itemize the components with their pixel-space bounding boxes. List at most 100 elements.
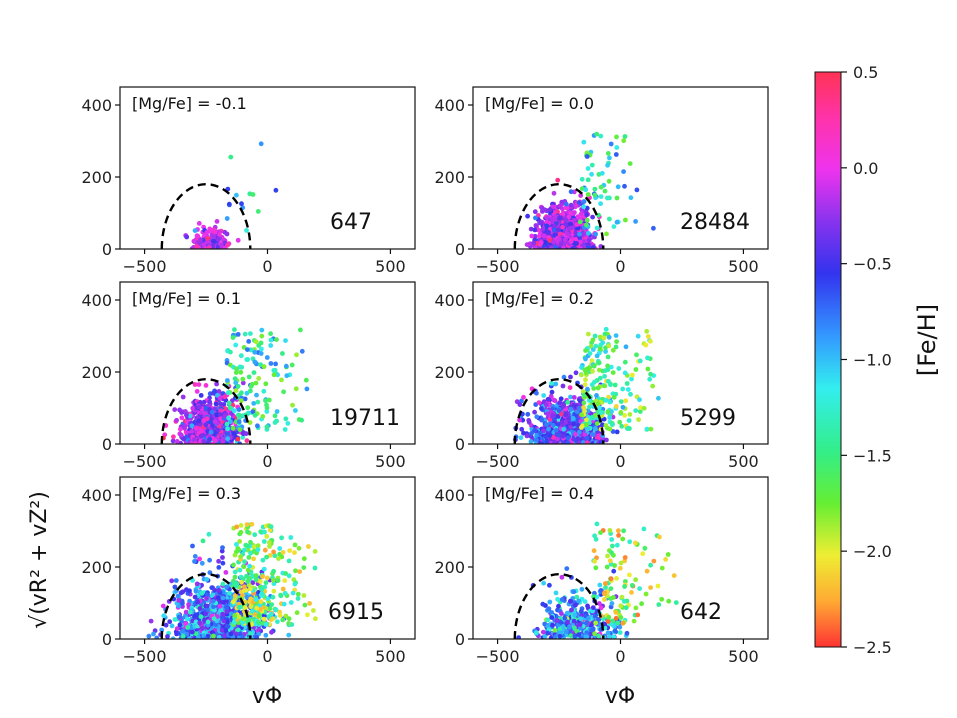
data-point (192, 559, 197, 564)
data-point (594, 131, 600, 137)
data-point (637, 358, 643, 364)
data-point (151, 631, 156, 637)
data-point (194, 389, 200, 394)
data-point (218, 408, 224, 414)
data-point (177, 407, 183, 413)
data-point (592, 333, 598, 339)
data-point (573, 370, 579, 376)
data-point (586, 237, 592, 243)
data-point (594, 225, 600, 231)
data-point (278, 593, 284, 599)
data-point (306, 544, 311, 549)
data-point (597, 334, 603, 340)
data-point (271, 588, 277, 594)
panel-label: [Mg/Fe] = 0.2 (485, 289, 594, 308)
data-point (225, 390, 231, 396)
data-point (220, 595, 226, 601)
data-point (524, 433, 530, 439)
data-point (253, 380, 259, 386)
data-point (251, 370, 257, 375)
data-point (548, 393, 554, 399)
data-point (529, 430, 534, 436)
data-point (585, 166, 591, 171)
data-point (268, 361, 274, 366)
data-point (280, 617, 286, 623)
data-point (236, 419, 242, 425)
data-point (261, 388, 267, 394)
data-point (555, 436, 560, 442)
data-point (614, 339, 619, 344)
data-point (239, 579, 244, 585)
data-point (216, 634, 222, 639)
data-point (579, 425, 584, 430)
data-point (295, 596, 301, 601)
data-point (571, 421, 576, 427)
data-point (551, 190, 557, 196)
data-point (556, 432, 562, 438)
data-point (183, 621, 189, 627)
data-point (189, 429, 195, 434)
data-point (172, 584, 178, 590)
data-point (189, 423, 195, 429)
data-point (603, 585, 608, 590)
data-point (210, 423, 215, 428)
data-point (634, 352, 639, 358)
data-point (531, 240, 537, 246)
y-tick-label: 0 (455, 435, 465, 454)
data-point (248, 331, 253, 336)
data-point (637, 397, 642, 403)
data-point (544, 215, 550, 221)
data-point (651, 225, 656, 231)
data-point (244, 438, 250, 444)
y-tick-label: 400 (81, 486, 112, 505)
data-point (238, 523, 244, 528)
data-point (169, 623, 175, 629)
data-point (170, 438, 176, 444)
data-point (192, 594, 198, 600)
data-point (606, 178, 612, 184)
data-point (584, 435, 590, 441)
data-point (583, 377, 588, 383)
data-point (645, 355, 650, 361)
data-point (222, 394, 228, 400)
data-point (586, 404, 592, 410)
data-point (224, 441, 230, 444)
data-point (192, 554, 198, 559)
data-point (272, 420, 278, 425)
data-point (232, 613, 238, 618)
data-point (556, 408, 562, 413)
y-tick-label: 200 (434, 168, 465, 187)
data-point (544, 439, 550, 444)
data-point (623, 398, 629, 404)
data-point (235, 332, 241, 337)
data-point (209, 585, 215, 591)
data-point (176, 598, 182, 603)
data-point (301, 593, 307, 598)
dashed-boundary (160, 183, 252, 249)
data-point (178, 426, 183, 432)
data-point (285, 421, 291, 426)
data-point (288, 600, 294, 605)
data-point (219, 242, 224, 248)
data-point (197, 606, 203, 611)
data-point (605, 195, 610, 201)
data-point (243, 431, 249, 436)
data-point (549, 389, 555, 395)
data-point (216, 558, 222, 564)
data-point (239, 201, 244, 207)
data-point (576, 429, 582, 435)
data-point (621, 138, 627, 144)
data-point (268, 611, 274, 617)
data-point (171, 434, 176, 440)
panel-label: [Mg/Fe] = -0.1 (132, 94, 247, 113)
data-point (272, 553, 278, 559)
data-point (221, 600, 227, 605)
y-tick-label: 400 (81, 291, 112, 310)
data-point (244, 522, 250, 527)
data-point (568, 189, 574, 195)
data-point (292, 542, 298, 548)
data-point (620, 404, 626, 410)
data-point (270, 594, 276, 600)
data-point (616, 366, 622, 371)
data-point (169, 578, 175, 584)
